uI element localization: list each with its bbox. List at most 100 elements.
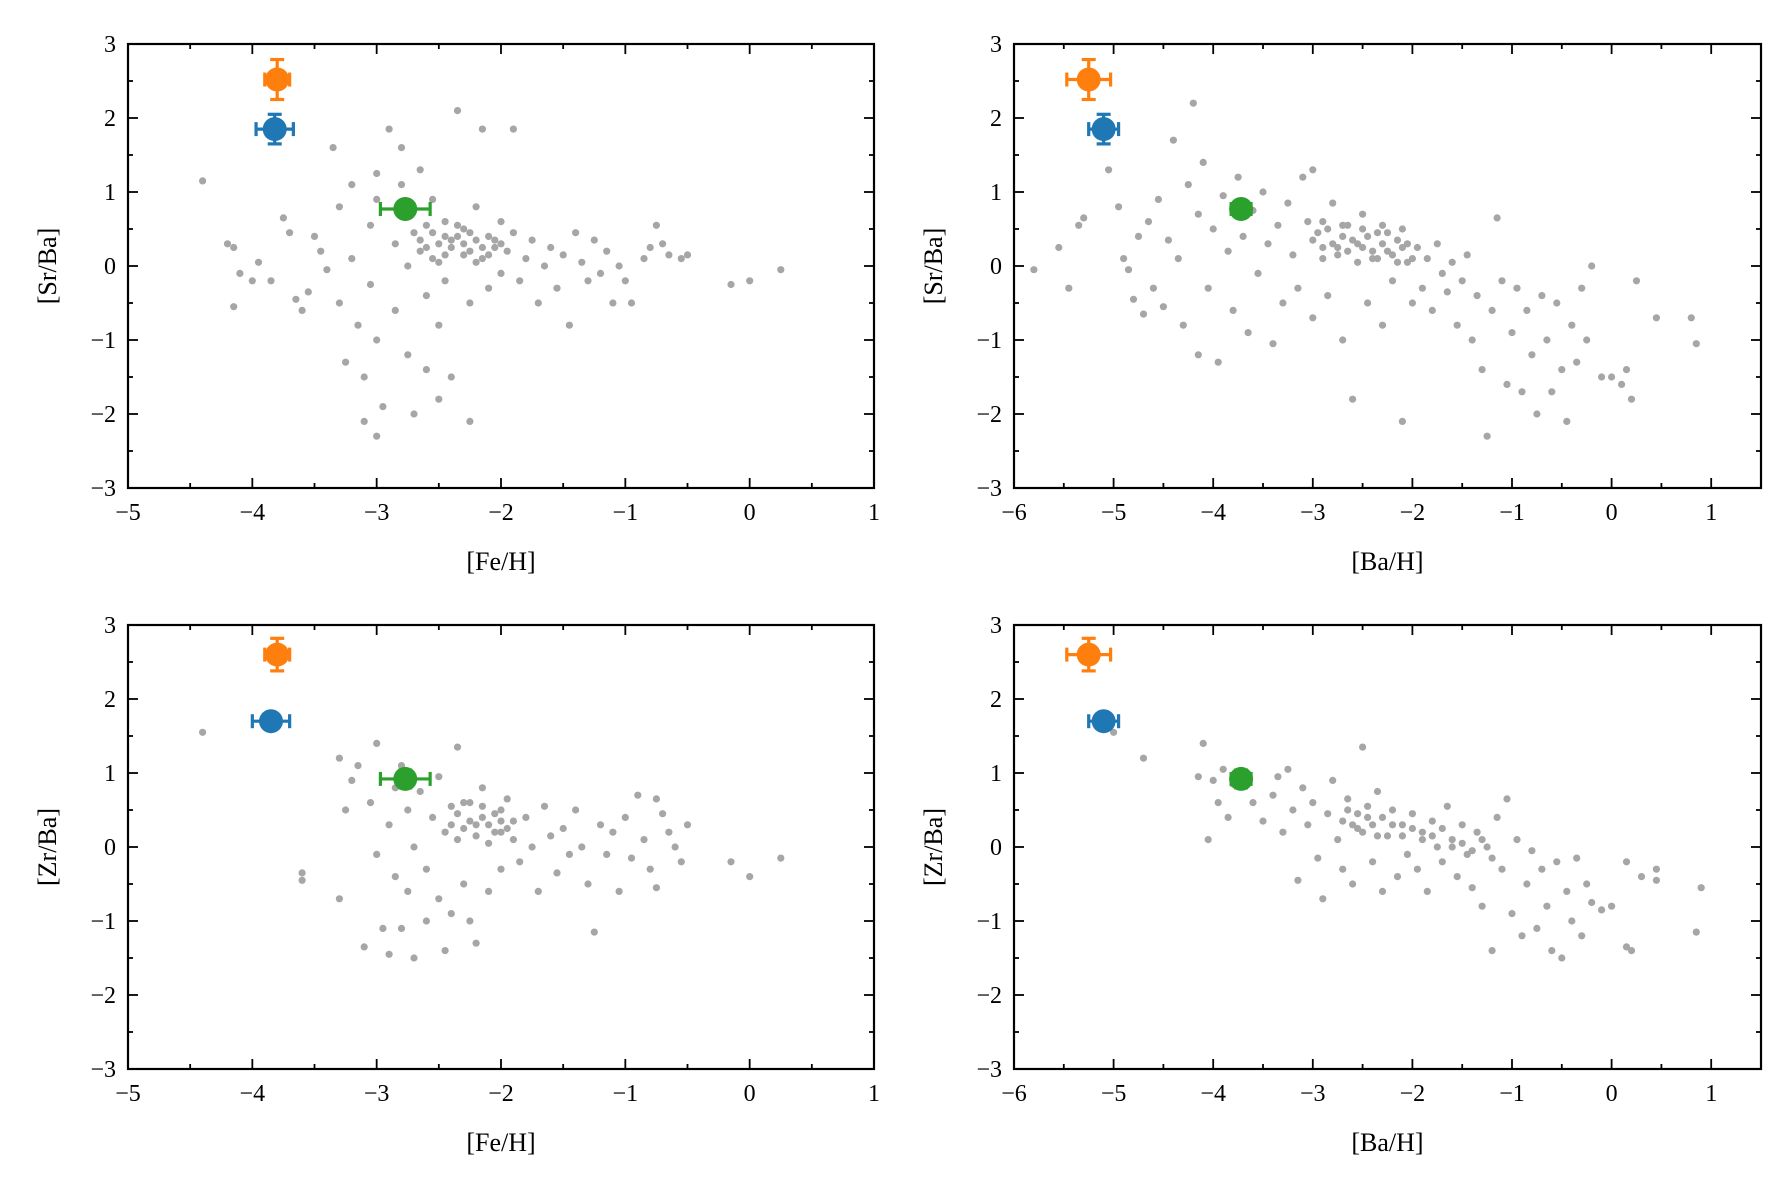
background-point [1463,251,1471,259]
background-point [1319,243,1327,252]
background-point [534,299,542,307]
background-point [1438,269,1446,277]
background-point [1359,243,1367,252]
background-point [1388,806,1397,814]
background-point [1488,854,1496,862]
background-point [1319,895,1327,903]
background-point [447,802,455,810]
background-point [584,277,592,285]
background-point [559,824,567,833]
background-point [1309,236,1317,244]
background-point [1154,195,1162,203]
background-point [1652,314,1660,322]
background-point [1364,813,1372,822]
background-point [1369,858,1377,866]
background-point [1244,329,1252,337]
background-point [1558,366,1566,374]
background-point [1538,292,1546,300]
background-point [1388,277,1397,285]
background-point [460,880,468,888]
background-point [491,243,499,252]
background-point [1378,813,1387,822]
background-point [385,950,393,958]
background-point [298,876,306,884]
background-point [1299,173,1307,181]
background-point [1528,847,1536,855]
background-point [1543,336,1551,344]
x-tick-label: 0 [1606,500,1618,526]
background-point [1219,192,1227,200]
background-point [391,240,399,248]
x-axis-label: [Fe/H] [466,547,535,576]
background-point [659,810,667,818]
background-point [1533,410,1541,418]
x-tick-label: 1 [1705,1081,1717,1107]
panel-zr-fe: −5 −4 −3 −2 −1 0 1 −3 −2 −1 0 1 2 3 [Fe/H] [Zr/Ba] [33,613,880,1157]
background-point [572,229,580,237]
background-point [1378,221,1387,229]
background-point [497,218,505,226]
background-point [503,824,511,833]
blue-star-marker [1091,709,1116,734]
background-point [1398,417,1406,425]
background-point [1622,858,1631,866]
y-tick-label: 2 [104,106,116,132]
background-point [1184,181,1192,189]
background-point [497,865,505,873]
background-point [1149,284,1157,292]
axes-frame [126,623,876,1071]
background-point [1493,813,1501,822]
background-point [397,144,406,152]
background-point [1284,199,1292,207]
background-point [1518,932,1526,940]
background-point [1354,824,1362,833]
background-point [1413,865,1421,873]
orange-star-point [1065,57,1113,102]
background-point [485,251,493,259]
background-point [1229,306,1237,314]
background-point [348,181,356,189]
background-point [1692,340,1700,348]
background-point [509,229,517,237]
background-point [1204,284,1212,292]
background-point [485,232,493,240]
background-point [609,299,617,307]
background-point [1105,166,1113,174]
background-point [665,251,673,259]
background-point [1398,243,1406,252]
x-tick-label: −1 [613,1081,639,1107]
background-point [447,821,455,829]
background-point [1563,417,1571,425]
y-tick-label: −2 [976,402,1002,428]
orange-star-point [263,57,292,102]
background-point [1548,947,1556,955]
background-point [1344,221,1352,229]
background-point [1538,865,1546,873]
background-point [1583,336,1591,344]
background-point [1418,828,1426,836]
background-point [485,839,493,847]
background-point [1224,813,1232,822]
background-point [422,865,430,873]
background-point [447,910,455,918]
background-point [416,236,424,244]
background-point [478,255,486,263]
background-point [1403,850,1411,859]
x-tick-label: −4 [240,500,266,526]
background-point [1483,432,1491,440]
background-point [1359,828,1367,836]
background-point [1080,214,1088,222]
background-point [1075,221,1083,229]
background-point [1344,247,1352,255]
x-tick-label: 0 [744,500,756,526]
background-point [435,258,443,266]
background-point [1279,299,1287,307]
background-point [671,843,679,851]
y-tick-label: 1 [990,180,1002,206]
background-point [478,784,486,792]
background-point [435,321,443,329]
x-tick-label: −5 [115,500,141,526]
background-point [1359,743,1367,751]
background-point [1408,810,1416,818]
